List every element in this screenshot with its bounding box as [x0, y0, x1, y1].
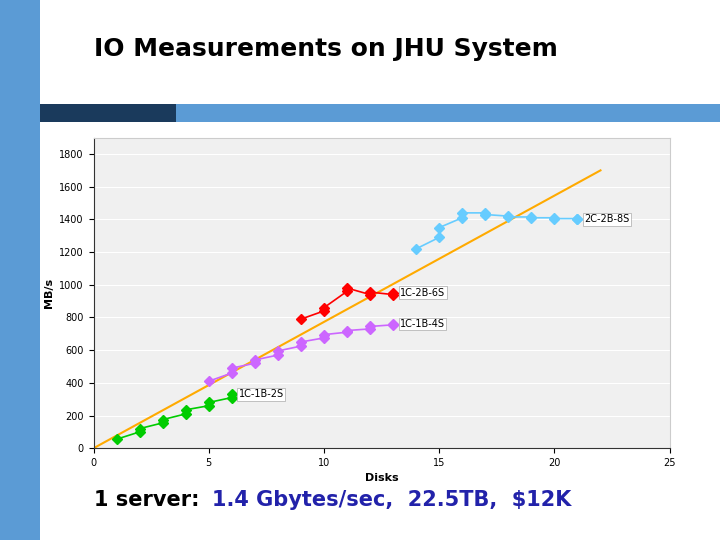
Line: 1C-1B-4S: 1C-1B-4S — [205, 321, 397, 384]
Bar — [176, 104, 720, 122]
2C-2B-8S — [458, 214, 467, 221]
Line: 2C-2B-8S: 2C-2B-8S — [413, 210, 581, 252]
Text: 1 server:: 1 server: — [94, 489, 199, 510]
2C-2B-8S — [550, 215, 559, 222]
1C-2B-6S — [320, 308, 328, 314]
1C-1B-4S — [251, 360, 259, 367]
X-axis label: Disks: Disks — [365, 474, 398, 483]
Text: 1C-2B-6S: 1C-2B-6S — [400, 288, 445, 298]
2C-2B-8S — [412, 246, 420, 252]
1C-1B-4S — [297, 339, 305, 345]
Text: 2C-2B-8S: 2C-2B-8S — [585, 214, 629, 225]
2C-2B-8S — [550, 214, 559, 221]
1C-1B-4S — [389, 321, 397, 327]
1C-1B-4S — [274, 352, 282, 359]
1C-2B-6S — [366, 292, 374, 298]
1C-1B-4S — [228, 370, 236, 376]
2C-2B-8S — [481, 211, 490, 218]
Bar — [40, 104, 176, 122]
1C-1B-2S — [112, 436, 121, 442]
1C-1B-2S — [181, 407, 190, 413]
1C-2B-6S — [343, 288, 351, 294]
1C-2B-6S — [343, 285, 351, 291]
Line: 1C-1B-2S: 1C-1B-2S — [113, 391, 235, 443]
1C-1B-4S — [366, 323, 374, 330]
Text: IO Measurements on JHU System: IO Measurements on JHU System — [94, 37, 558, 60]
1C-2B-6S — [297, 316, 305, 322]
1C-1B-2S — [204, 402, 213, 409]
1C-1B-2S — [158, 416, 167, 423]
1C-1B-2S — [228, 391, 236, 397]
Text: 1C-1B-2S: 1C-1B-2S — [239, 389, 284, 399]
2C-2B-8S — [504, 213, 513, 219]
1C-1B-2S — [158, 420, 167, 426]
Text: 1C-1B-4S: 1C-1B-4S — [400, 319, 445, 329]
1C-2B-6S — [389, 289, 397, 296]
1C-1B-4S — [297, 343, 305, 349]
2C-2B-8S — [504, 214, 513, 220]
2C-2B-8S — [527, 214, 536, 221]
1C-1B-4S — [389, 322, 397, 328]
1C-2B-6S — [389, 292, 397, 298]
1C-2B-6S — [320, 305, 328, 311]
1C-1B-4S — [343, 329, 351, 335]
2C-2B-8S — [573, 216, 582, 222]
1C-1B-4S — [204, 378, 213, 384]
2C-2B-8S — [573, 215, 582, 222]
1C-1B-4S — [320, 335, 328, 341]
1C-1B-4S — [228, 365, 236, 372]
1C-1B-4S — [251, 357, 259, 363]
1C-1B-4S — [366, 326, 374, 332]
1C-1B-2S — [228, 394, 236, 401]
Text: 1.4 Gbytes/sec,  22.5TB,  $12K: 1.4 Gbytes/sec, 22.5TB, $12K — [212, 489, 572, 510]
1C-1B-2S — [135, 426, 144, 432]
1C-1B-2S — [181, 410, 190, 417]
1C-1B-4S — [343, 327, 351, 334]
Line: 1C-2B-6S: 1C-2B-6S — [297, 285, 397, 322]
1C-1B-4S — [274, 348, 282, 354]
2C-2B-8S — [435, 234, 444, 241]
2C-2B-8S — [481, 210, 490, 216]
1C-1B-4S — [320, 332, 328, 338]
2C-2B-8S — [458, 210, 467, 216]
Y-axis label: MB/s: MB/s — [44, 278, 54, 308]
2C-2B-8S — [527, 214, 536, 220]
1C-1B-2S — [204, 399, 213, 406]
1C-2B-6S — [366, 289, 374, 295]
1C-1B-2S — [135, 429, 144, 435]
2C-2B-8S — [435, 224, 444, 231]
